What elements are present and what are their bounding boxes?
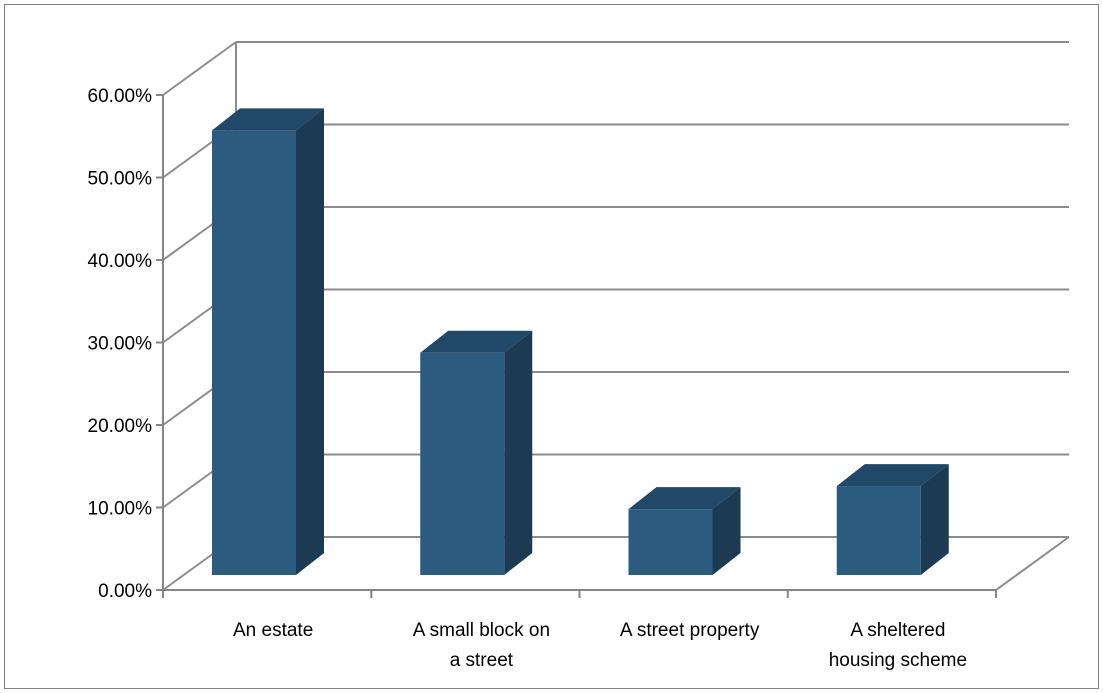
- bar-top: [212, 108, 324, 131]
- bar-front: [836, 486, 921, 575]
- y-tick-label: 0.00%: [98, 581, 152, 602]
- bar-3: [628, 487, 741, 575]
- y-tick-label: 30.00%: [88, 334, 153, 355]
- side-gridline: [162, 41, 237, 96]
- bar-side: [504, 330, 533, 575]
- bar-side: [920, 464, 949, 575]
- y-tick-label: 10.00%: [88, 499, 153, 520]
- floor-right-edge: [995, 536, 1070, 591]
- y-tick-label: 50.00%: [88, 169, 153, 190]
- bar-front: [628, 509, 713, 575]
- y-tick-label: 60.00%: [88, 86, 153, 107]
- y-tick-label: 20.00%: [88, 416, 153, 437]
- bar-side: [296, 108, 324, 576]
- axes: [156, 94, 997, 598]
- bar-front: [420, 352, 505, 575]
- bar-top: [836, 464, 949, 487]
- bar-top: [628, 487, 741, 510]
- y-tick-label: 40.00%: [88, 251, 153, 272]
- bar-1: [212, 108, 324, 576]
- x-category-label: A street property: [620, 620, 760, 641]
- x-category-label: An estate: [233, 620, 313, 641]
- bar-top: [420, 330, 533, 353]
- bar-4: [836, 464, 949, 575]
- bars: [212, 108, 949, 576]
- bar-2: [420, 330, 533, 575]
- labels: 0.00% 10.00% 20.00% 30.00% 40.00% 50.00% 60.00…: [88, 86, 968, 671]
- x-category-label: A small block on: [413, 620, 550, 641]
- x-category-label: A sheltered: [850, 620, 945, 641]
- bar-front: [212, 130, 296, 575]
- x-category-label: a street: [450, 650, 514, 671]
- bar-side: [712, 487, 741, 575]
- x-category-label: housing scheme: [829, 650, 967, 671]
